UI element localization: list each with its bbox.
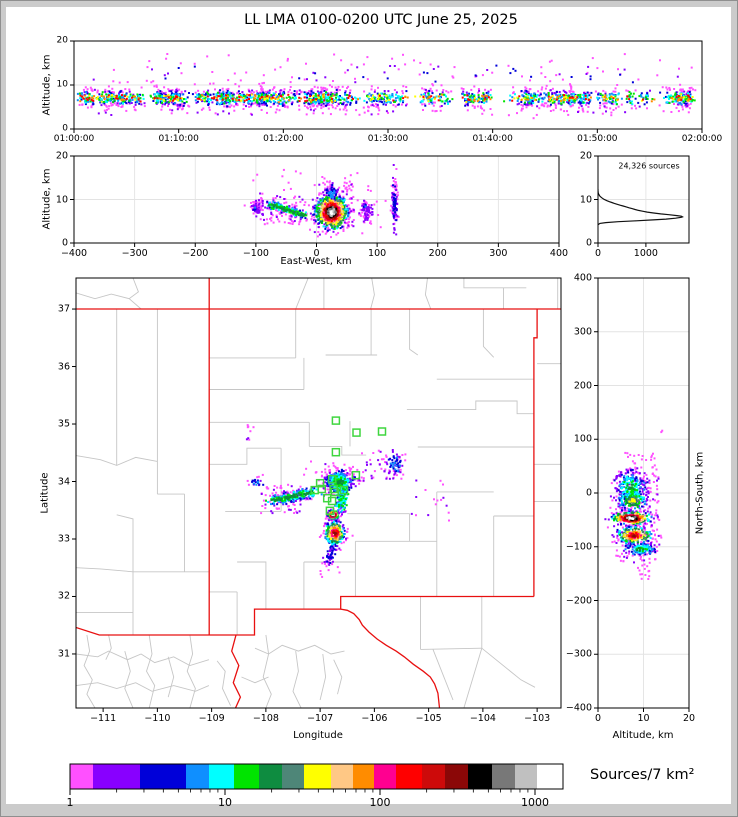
lma-station-marker xyxy=(331,416,341,425)
colorbar-segment xyxy=(93,764,140,789)
lma-station-marker xyxy=(310,485,319,495)
colorbar-segment xyxy=(374,764,396,789)
lma-station-marker xyxy=(325,506,335,516)
colorbar-segment xyxy=(396,764,422,789)
lma-station-marker xyxy=(330,487,340,497)
colorbar-segment xyxy=(353,764,374,789)
colorbar-segment xyxy=(445,764,468,789)
colorbar-segment xyxy=(140,764,186,789)
lma-station-marker xyxy=(351,470,361,480)
colorbar-segment xyxy=(282,764,304,789)
lma-station-marker xyxy=(339,485,349,495)
colorbar-segment xyxy=(537,764,563,789)
lma-station-marker xyxy=(377,427,387,436)
colorbar-segment xyxy=(422,764,445,789)
colorbar-segment xyxy=(234,764,259,789)
colorbar-segment xyxy=(70,764,93,789)
colorbar-segment xyxy=(468,764,492,789)
colorbar-segment xyxy=(515,764,537,789)
colorbar-segment xyxy=(186,764,209,789)
lma-station-marker xyxy=(327,496,337,506)
colorbar-segment xyxy=(209,764,234,789)
colorbar-segment xyxy=(331,764,353,789)
plot-canvas xyxy=(6,7,731,804)
lma-station-marker xyxy=(331,447,341,457)
lma-station-marker xyxy=(327,474,337,484)
lma-station-marker xyxy=(315,478,325,488)
lma-station-marker xyxy=(352,428,361,437)
colorbar-segment xyxy=(304,764,331,789)
colorbar-segment xyxy=(492,764,515,789)
colorbar-segment xyxy=(259,764,282,789)
